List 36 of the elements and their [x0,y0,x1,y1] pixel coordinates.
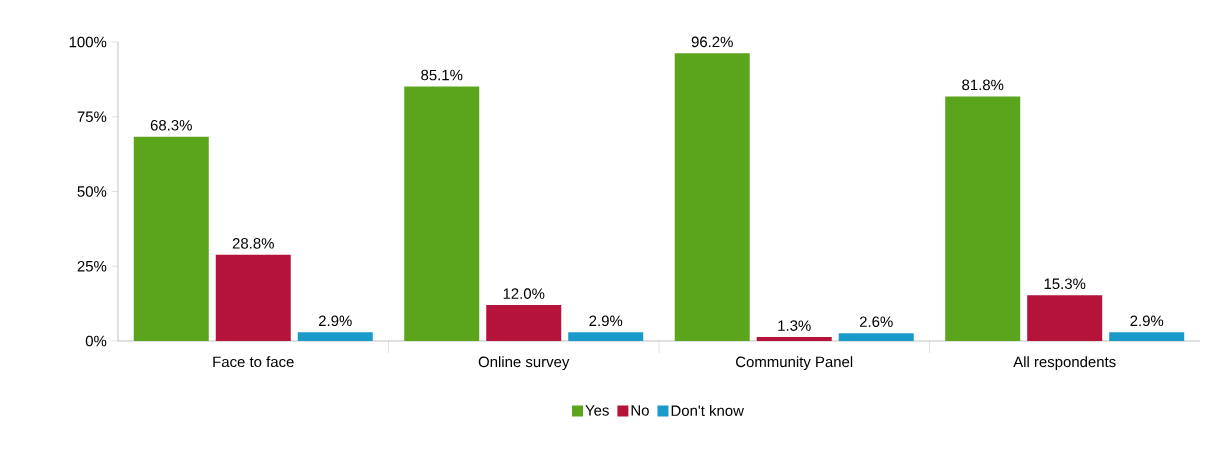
x-tick-label: Face to face [213,356,294,368]
data-label: 81.8% [962,79,1004,91]
x-tick-label: Online survey [478,356,570,371]
y-tick-label: 75% [77,111,107,122]
data-label: 2.9% [589,315,623,327]
legend-label: No [631,405,649,416]
data-label: 68.3% [150,119,192,131]
data-label: 2.6% [859,316,893,328]
bar [568,332,644,341]
y-tick-label: 25% [77,260,107,272]
bar [133,136,209,341]
y-tick-label: 100% [69,36,107,48]
legend-label: Don't know [671,404,744,416]
data-label: 28.8% [232,238,274,249]
x-tick-label: All respondents [1013,356,1116,371]
data-label: 12.0% [503,288,545,299]
bar [486,305,562,341]
bar [838,333,914,341]
bar [297,332,373,341]
data-label: 2.9% [318,315,352,327]
data-label: 96.2% [691,36,733,48]
y-tick-label: 50% [77,186,107,197]
bar [1109,332,1185,341]
x-tick-label: Community Panel [736,356,853,371]
bar [945,96,1021,341]
data-label: 15.3% [1044,278,1086,290]
bar [215,254,291,341]
bar [404,86,480,341]
y-tick-label: 0% [85,335,107,347]
bar [756,337,832,341]
bar [674,53,750,341]
data-label: 1.3% [778,320,811,331]
legend-label: Yes [585,405,609,416]
data-label: 85.1% [421,69,463,81]
bar [1027,295,1103,341]
data-label: 2.9% [1130,315,1164,327]
